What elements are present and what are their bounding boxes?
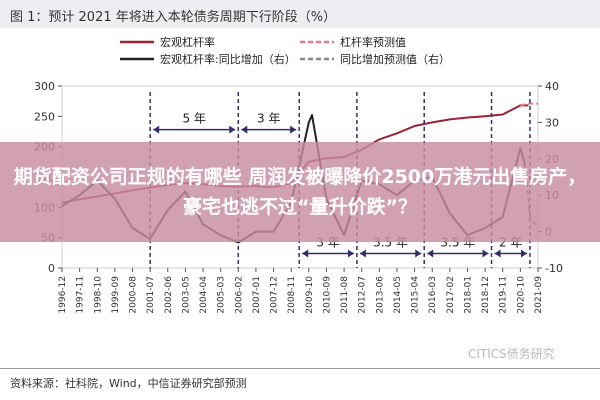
- x-tick-label: 2005-03: [217, 276, 227, 314]
- arrow-head-left: [241, 125, 248, 134]
- watermark-text: CITICS债务研究: [468, 347, 555, 361]
- arrow-head-right: [347, 249, 354, 258]
- arrow-head-right: [415, 249, 422, 258]
- x-tick-label: 2009-10: [305, 276, 315, 314]
- x-tick-label: 2017-02: [446, 276, 456, 314]
- x-tick-label: 2019-11: [499, 276, 509, 314]
- left-tick-label: 0: [48, 262, 55, 275]
- arrow-head-left: [427, 249, 434, 258]
- legend-label: 宏观杠杆率:同比增加（右）: [160, 52, 296, 66]
- left-tick-label: 250: [34, 110, 55, 123]
- x-tick-label: 2008-11: [287, 276, 297, 314]
- arrow-head-left: [153, 125, 160, 134]
- x-tick-label: 2007-01: [252, 276, 262, 314]
- title-bar: 图 1：预计 2021 年将进入本轮债务周期下行阶段（%）: [0, 0, 600, 28]
- left-tick-label: 300: [34, 80, 55, 93]
- arrow-head-left: [494, 249, 501, 258]
- x-tick-label: 2000-08: [129, 276, 139, 314]
- x-tick-label: 2003-05: [181, 276, 191, 314]
- legend-label: 杠杆率预测值: [340, 35, 406, 49]
- x-tick-label: 2018-01: [463, 276, 473, 314]
- x-tick-label: 2021-09: [534, 276, 544, 314]
- arrow-head-left: [302, 249, 309, 258]
- headline-text[interactable]: 期货配资公司正规的有哪些 周润发被曝降价2500万港元出售房产，豪宅也逃不过“量…: [13, 166, 587, 218]
- legend-label: 宏观杠杆率: [160, 35, 215, 49]
- source-note: 资料来源：社科院，Wind，中信证券研究部预测: [10, 377, 247, 390]
- arrow-head-right: [520, 249, 527, 258]
- x-tick-label: 1997-11: [76, 276, 86, 314]
- x-tick-label: 1998-10: [93, 276, 103, 314]
- cycle-label: 3 年: [257, 112, 280, 126]
- x-tick-label: 2016-03: [428, 276, 438, 314]
- x-tick-label: 2012-07: [358, 276, 368, 314]
- x-tick-label: 2010-09: [322, 276, 332, 314]
- series-line-1: [520, 102, 538, 107]
- x-tick-label: 2004-04: [199, 276, 209, 314]
- x-tick-label: 2018-12: [481, 276, 491, 314]
- x-tick-label: 1996-12: [58, 276, 68, 314]
- x-tick-label: 2001-07: [146, 276, 156, 314]
- x-tick-label: 1999-09: [111, 276, 121, 314]
- arrow-head-right: [229, 125, 236, 134]
- x-tick-label: 2002-06: [164, 276, 174, 314]
- x-tick-label: 2020-10: [516, 276, 526, 314]
- right-tick-label: 30: [545, 116, 559, 129]
- x-tick-label: 2007-12: [270, 276, 280, 314]
- headline-banner: 期货配资公司正规的有哪些 周润发被曝降价2500万港元出售房产，豪宅也逃不过“量…: [0, 142, 600, 242]
- x-tick-label: 2014-05: [393, 276, 403, 314]
- cycle-label: 5 年: [182, 112, 205, 126]
- footer-divider: [0, 368, 600, 369]
- arrow-head-right: [482, 249, 489, 258]
- right-tick-label: -10: [545, 262, 563, 275]
- x-tick-label: 2015-04: [411, 276, 421, 314]
- figure-title: 图 1：预计 2021 年将进入本轮债务周期下行阶段（%）: [10, 10, 337, 25]
- right-tick-label: 40: [545, 80, 559, 93]
- arrow-head-right: [290, 125, 297, 134]
- x-tick-label: 2011-08: [340, 276, 350, 314]
- x-tick-label: 2006-02: [234, 276, 244, 314]
- x-tick-label: 2013-06: [375, 276, 385, 314]
- arrow-head-left: [359, 249, 366, 258]
- legend-label: 同比增加预测值（右）: [340, 52, 450, 66]
